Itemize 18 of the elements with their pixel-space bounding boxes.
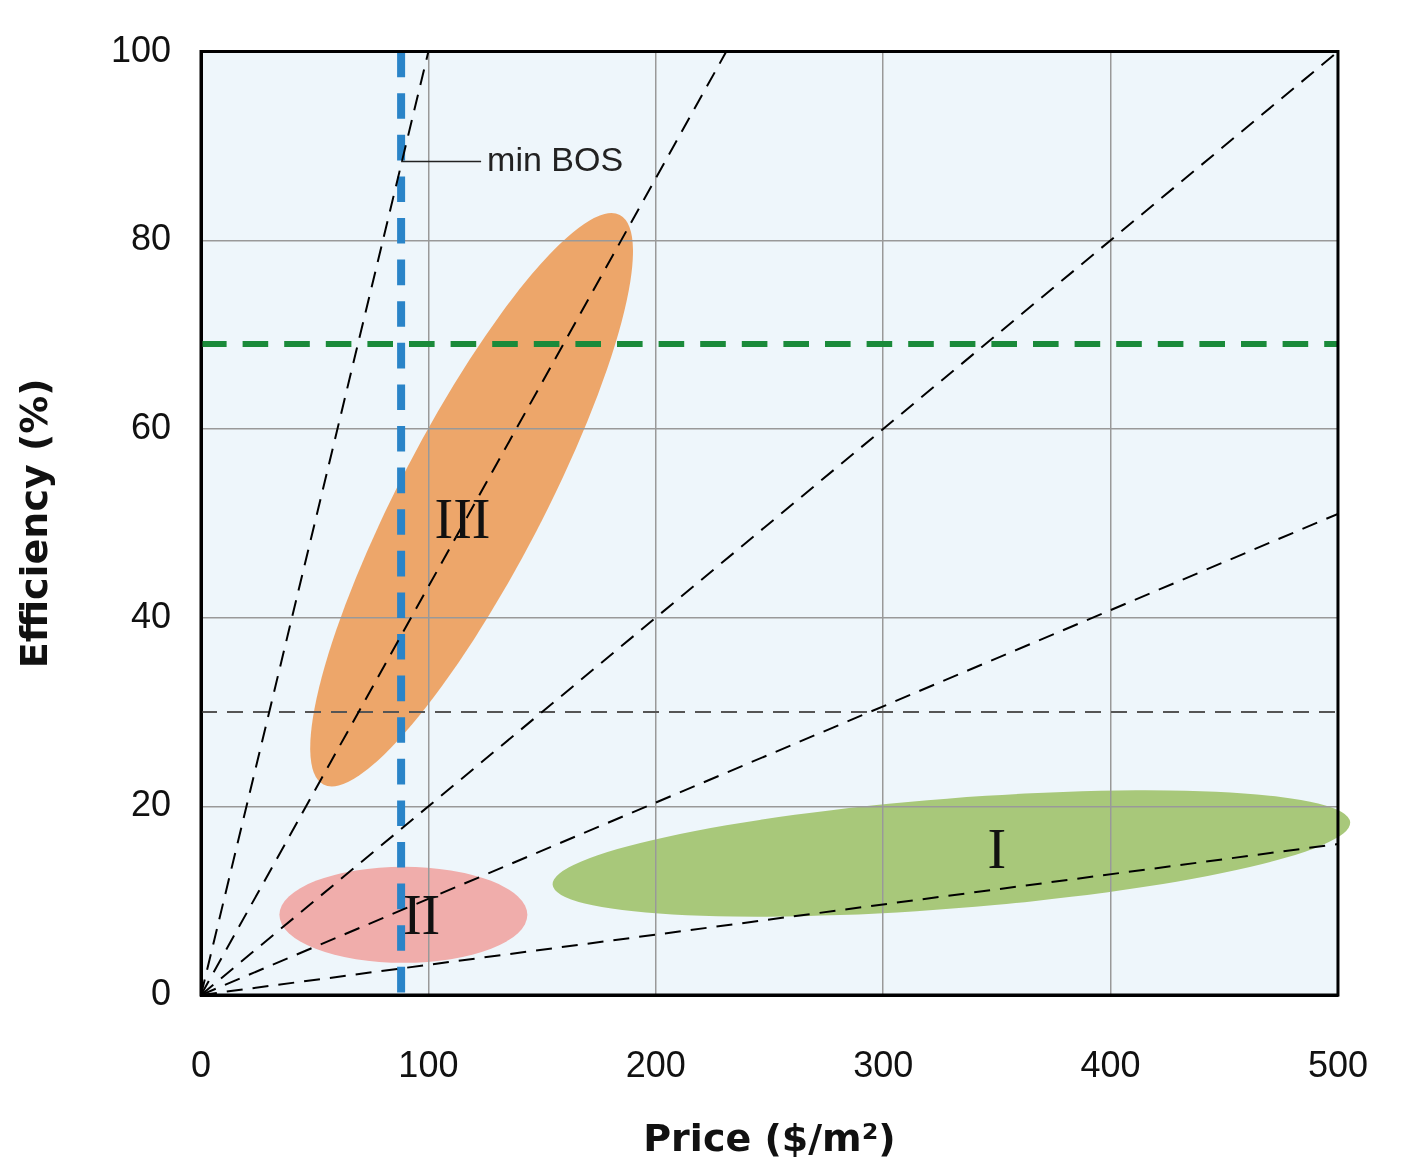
x-tick-label: 300 — [853, 1043, 914, 1085]
x-tick-label: 500 — [1307, 1043, 1369, 1085]
x-tick-label: 0 — [190, 1043, 212, 1085]
y-tick-label: 0 — [150, 971, 171, 1013]
ref-line-label: min BOS — [487, 139, 624, 178]
x-axis-title: Price ($/m²) — [643, 1116, 896, 1161]
annotation: II — [402, 884, 441, 947]
y-axis-title: Efficiency (%) — [11, 378, 56, 669]
x-tick-label: 200 — [625, 1043, 686, 1085]
annotation: III — [434, 488, 491, 550]
y-tick-label: 60 — [130, 405, 171, 447]
y-tick-label: 100 — [110, 28, 171, 70]
annotation: I — [987, 818, 1007, 881]
y-tick-label: 40 — [130, 594, 171, 636]
y-tick-label: 80 — [130, 217, 171, 259]
x-tick-label: 100 — [398, 1043, 459, 1085]
y-tick-label: 20 — [130, 783, 171, 825]
x-tick-label: 400 — [1080, 1043, 1141, 1085]
